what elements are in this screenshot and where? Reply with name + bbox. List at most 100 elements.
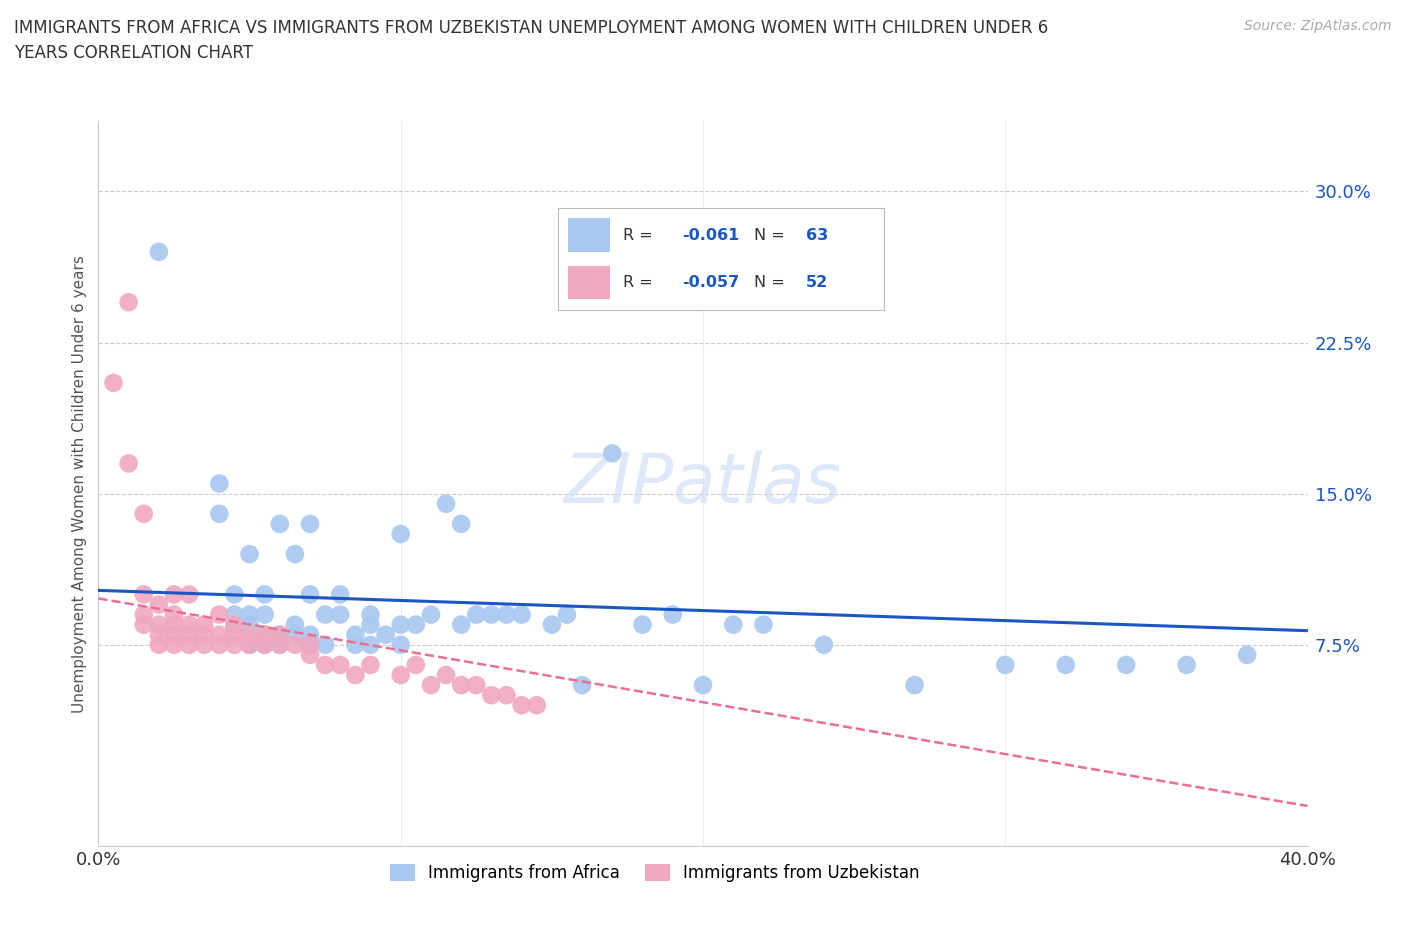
Point bbox=[148, 245, 170, 259]
Point bbox=[481, 607, 503, 622]
Point bbox=[193, 618, 215, 632]
Point bbox=[208, 476, 231, 491]
Point bbox=[239, 618, 262, 632]
Point bbox=[284, 547, 307, 562]
Point bbox=[253, 587, 276, 602]
Point bbox=[465, 678, 488, 693]
Point bbox=[224, 637, 246, 652]
Point bbox=[495, 688, 517, 703]
Point bbox=[239, 628, 262, 643]
Point bbox=[360, 618, 382, 632]
Point bbox=[360, 607, 382, 622]
Point bbox=[465, 607, 488, 622]
Point bbox=[813, 637, 835, 652]
Text: Source: ZipAtlas.com: Source: ZipAtlas.com bbox=[1244, 19, 1392, 33]
Point bbox=[314, 637, 336, 652]
Text: IMMIGRANTS FROM AFRICA VS IMMIGRANTS FROM UZBEKISTAN UNEMPLOYMENT AMONG WOMEN WI: IMMIGRANTS FROM AFRICA VS IMMIGRANTS FRO… bbox=[14, 19, 1049, 61]
Point bbox=[510, 607, 533, 622]
Point bbox=[1054, 658, 1077, 672]
Point bbox=[179, 628, 201, 643]
Point bbox=[269, 516, 291, 531]
Point bbox=[269, 637, 291, 652]
Point bbox=[163, 628, 186, 643]
Point bbox=[253, 628, 276, 643]
Point bbox=[602, 446, 624, 461]
Point bbox=[208, 628, 231, 643]
Point bbox=[314, 607, 336, 622]
Point bbox=[148, 618, 170, 632]
Point bbox=[118, 456, 141, 471]
Point bbox=[179, 618, 201, 632]
Point bbox=[284, 628, 307, 643]
Point bbox=[224, 628, 246, 643]
Point bbox=[434, 497, 457, 512]
Text: ZIPatlas: ZIPatlas bbox=[564, 450, 842, 517]
Point bbox=[692, 678, 714, 693]
Point bbox=[360, 658, 382, 672]
Point bbox=[193, 637, 215, 652]
Point bbox=[239, 628, 262, 643]
Point bbox=[420, 607, 443, 622]
Point bbox=[752, 618, 775, 632]
Point bbox=[405, 658, 427, 672]
Point bbox=[163, 587, 186, 602]
Point bbox=[103, 376, 125, 391]
Point bbox=[284, 637, 307, 652]
Point bbox=[224, 607, 246, 622]
Point bbox=[118, 295, 141, 310]
Point bbox=[631, 618, 654, 632]
Point bbox=[555, 607, 578, 622]
Point bbox=[329, 607, 352, 622]
Point bbox=[253, 637, 276, 652]
Point bbox=[1175, 658, 1198, 672]
Point bbox=[1236, 647, 1258, 662]
Point bbox=[224, 587, 246, 602]
Point bbox=[420, 678, 443, 693]
Point bbox=[299, 637, 322, 652]
Point bbox=[1115, 658, 1137, 672]
Point bbox=[344, 668, 367, 683]
Point bbox=[208, 607, 231, 622]
Point bbox=[994, 658, 1017, 672]
Point bbox=[208, 637, 231, 652]
Point bbox=[481, 688, 503, 703]
Point bbox=[193, 628, 215, 643]
Point bbox=[179, 637, 201, 652]
Point bbox=[179, 587, 201, 602]
Point bbox=[253, 607, 276, 622]
Point bbox=[239, 547, 262, 562]
Point bbox=[163, 637, 186, 652]
Point bbox=[450, 618, 472, 632]
Point bbox=[269, 637, 291, 652]
Point bbox=[526, 698, 548, 712]
Point bbox=[405, 618, 427, 632]
Point bbox=[329, 658, 352, 672]
Point bbox=[344, 628, 367, 643]
Point bbox=[389, 637, 412, 652]
Point bbox=[329, 587, 352, 602]
Point bbox=[389, 526, 412, 541]
Point bbox=[434, 668, 457, 683]
Point bbox=[389, 668, 412, 683]
Point bbox=[269, 628, 291, 643]
Point bbox=[224, 618, 246, 632]
Point bbox=[495, 607, 517, 622]
Point bbox=[344, 637, 367, 652]
Point bbox=[132, 506, 155, 521]
Point bbox=[132, 607, 155, 622]
Point bbox=[284, 618, 307, 632]
Point bbox=[661, 607, 683, 622]
Point bbox=[148, 637, 170, 652]
Point bbox=[132, 618, 155, 632]
Point bbox=[723, 618, 745, 632]
Point bbox=[208, 506, 231, 521]
Point bbox=[314, 658, 336, 672]
Point bbox=[299, 628, 322, 643]
Y-axis label: Unemployment Among Women with Children Under 6 years: Unemployment Among Women with Children U… bbox=[72, 255, 87, 712]
Point bbox=[374, 628, 396, 643]
Point bbox=[239, 637, 262, 652]
Point bbox=[148, 628, 170, 643]
Point bbox=[299, 587, 322, 602]
Point bbox=[253, 628, 276, 643]
Point bbox=[510, 698, 533, 712]
